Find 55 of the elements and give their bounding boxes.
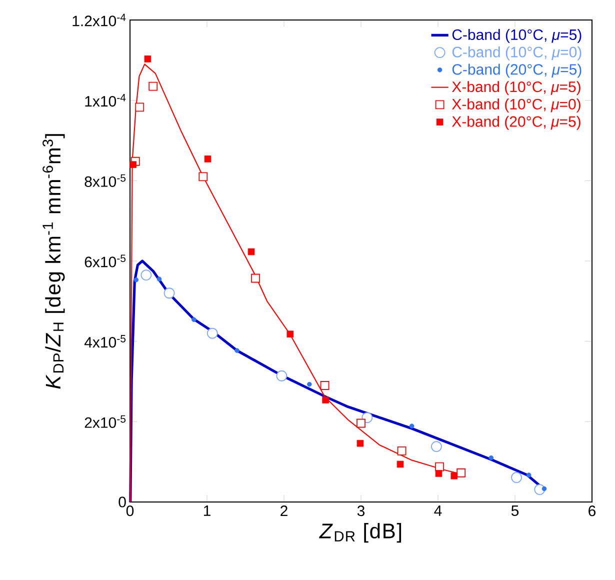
y-tick-label: 8x10$^{-5}$ bbox=[84, 174, 126, 187]
point bbox=[248, 248, 255, 256]
point bbox=[148, 82, 158, 91]
x-tick-label: 4 bbox=[434, 506, 442, 516]
y-tick-label: 2x10$^{-5}$ bbox=[84, 415, 126, 428]
y-tick-label: 0 bbox=[118, 496, 126, 508]
point bbox=[396, 460, 404, 468]
point bbox=[409, 424, 414, 428]
point bbox=[356, 418, 366, 428]
point bbox=[542, 486, 547, 492]
point bbox=[156, 276, 162, 282]
point bbox=[204, 156, 212, 162]
point bbox=[234, 348, 240, 353]
point bbox=[320, 381, 330, 390]
point bbox=[450, 472, 458, 480]
legend-label: X-band (20°C, μ=5) bbox=[452, 116, 580, 130]
x-tick-label: 5 bbox=[511, 506, 519, 516]
point bbox=[526, 472, 532, 478]
point bbox=[276, 370, 288, 382]
x-tick-label: 1 bbox=[204, 506, 210, 516]
point bbox=[488, 455, 494, 460]
x-tick-label: 2 bbox=[280, 506, 288, 516]
point bbox=[251, 274, 260, 283]
point bbox=[435, 470, 442, 477]
point bbox=[362, 412, 373, 424]
point bbox=[456, 468, 466, 478]
x-axis-title: Z$_{DR}$ [dB] bbox=[319, 523, 402, 543]
point bbox=[192, 317, 196, 322]
legend-label: C-band (20°C, μ=5) bbox=[452, 64, 582, 78]
point bbox=[130, 161, 136, 168]
y-tick-label: 6x10$^{-5}$ bbox=[84, 254, 126, 268]
legend-label: C-band (10°C, μ=5) bbox=[452, 29, 582, 43]
point bbox=[322, 396, 329, 404]
point bbox=[140, 270, 152, 280]
point bbox=[431, 441, 442, 452]
point bbox=[134, 277, 139, 282]
legend-label: X-band (10°C, μ=0) bbox=[452, 98, 580, 112]
legend-label: C-band (10°C, μ=0) bbox=[452, 46, 582, 60]
point bbox=[206, 328, 218, 339]
x-tick-label: 6 bbox=[588, 506, 596, 516]
point bbox=[144, 56, 152, 62]
point bbox=[135, 102, 144, 112]
point bbox=[164, 288, 175, 299]
y-tick-label: 1.2x10$^{-4}$ bbox=[72, 14, 126, 26]
point bbox=[356, 440, 364, 447]
x-tick-label: 0 bbox=[126, 506, 134, 516]
x-tick-label: 3 bbox=[357, 506, 365, 516]
y-tick-label: 1x10$^{-4}$ bbox=[85, 94, 126, 107]
y-tick-label: 4x10$^{-5}$ bbox=[84, 335, 126, 348]
point bbox=[397, 446, 406, 456]
point bbox=[286, 330, 294, 338]
point bbox=[511, 472, 522, 483]
point bbox=[198, 172, 208, 182]
point bbox=[307, 382, 312, 387]
legend-label: X-band (10°C, μ=5) bbox=[452, 81, 580, 96]
